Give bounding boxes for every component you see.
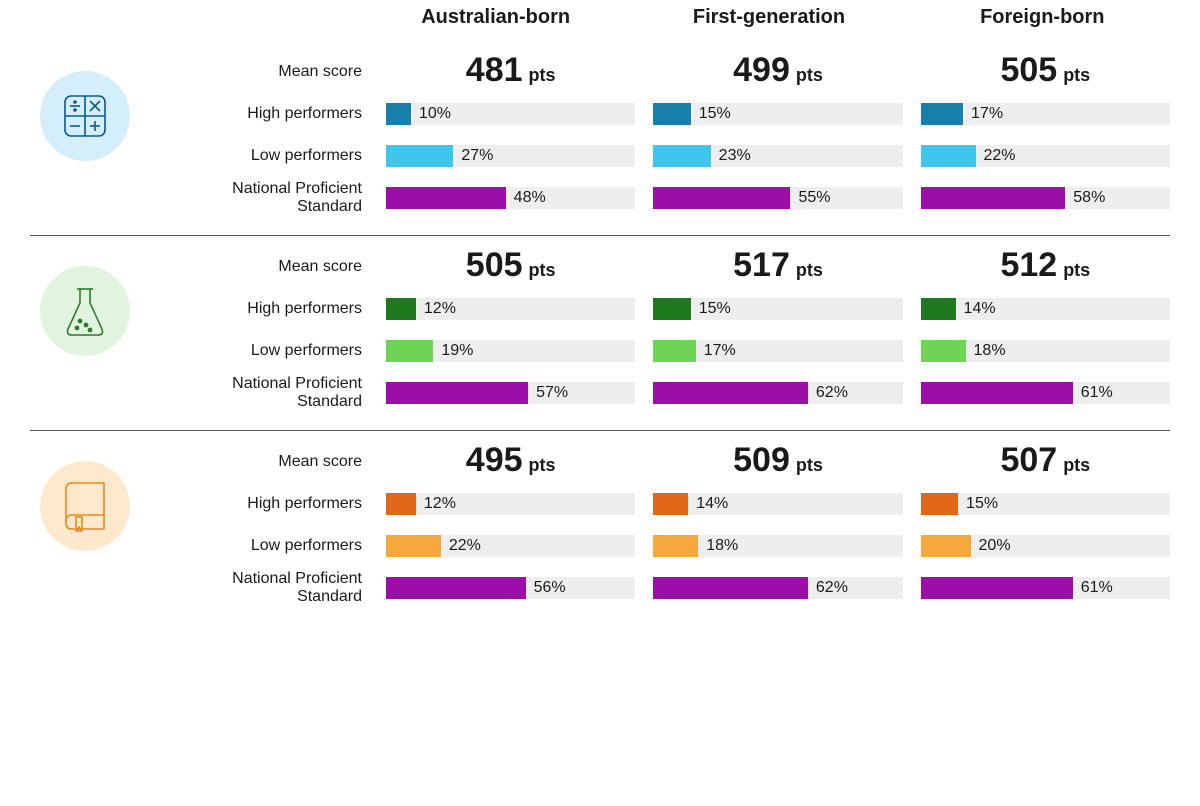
bar-reading-fgen-high: 14% (653, 493, 902, 515)
bar-reading-fbor-nps: 61% (921, 577, 1170, 599)
subject-section-maths: Mean score High performers Low performer… (30, 41, 1170, 235)
label-nps: National ProficientStandard (158, 177, 368, 219)
label-high: High performers (158, 483, 368, 525)
bar-maths-fbor-high: 17% (921, 103, 1170, 125)
subject-icon-cell-science (30, 246, 140, 356)
bar-reading-fgen-nps: 62% (653, 577, 902, 599)
mean-science-aus: 505pts (386, 246, 635, 288)
data-maths-fgen: 499pts 15% 23% 55% (653, 51, 902, 219)
data-reading-aus: 495pts 12% 22% 56% (386, 441, 635, 609)
data-science-aus: 505pts 12% 19% 57% (386, 246, 635, 414)
flask-icon (40, 266, 130, 356)
mean-maths-aus: 481pts (386, 51, 635, 93)
bar-science-aus-high: 12% (386, 298, 635, 320)
chart-wrapper: Australian-born First-generation Foreign… (0, 0, 1200, 645)
data-reading-fgen: 509pts 14% 18% 62% (653, 441, 902, 609)
bar-science-fgen-nps: 62% (653, 382, 902, 404)
subject-icon-cell-maths (30, 51, 140, 161)
label-mean: Mean score (158, 246, 368, 288)
bar-maths-fgen-nps: 55% (653, 187, 902, 209)
mean-maths-fgen: 499pts (653, 51, 902, 93)
subject-section-reading: Mean score High performers Low performer… (30, 431, 1170, 625)
column-headers: Australian-born First-generation Foreign… (30, 0, 1170, 35)
label-low: Low performers (158, 330, 368, 372)
bar-reading-fgen-low: 18% (653, 535, 902, 557)
data-science-fbor: 512pts 14% 18% 61% (921, 246, 1170, 414)
subject-icon-cell-reading (30, 441, 140, 551)
data-maths-aus: 481pts 10% 27% 48% (386, 51, 635, 219)
mean-reading-fbor: 507pts (921, 441, 1170, 483)
bar-maths-fbor-low: 22% (921, 145, 1170, 167)
col-head-fbor: Foreign-born (915, 0, 1170, 35)
bar-reading-fbor-low: 20% (921, 535, 1170, 557)
metric-labels-maths: Mean score High performers Low performer… (158, 51, 368, 219)
bar-reading-aus-high: 12% (386, 493, 635, 515)
bar-science-fbor-high: 14% (921, 298, 1170, 320)
label-mean: Mean score (158, 51, 368, 93)
label-high: High performers (158, 288, 368, 330)
data-science-fgen: 517pts 15% 17% 62% (653, 246, 902, 414)
mean-science-fbor: 512pts (921, 246, 1170, 288)
bar-maths-aus-low: 27% (386, 145, 635, 167)
bar-maths-fgen-low: 23% (653, 145, 902, 167)
data-reading-fbor: 507pts 15% 20% 61% (921, 441, 1170, 609)
mean-reading-aus: 495pts (386, 441, 635, 483)
label-low: Low performers (158, 135, 368, 177)
bar-science-fgen-low: 17% (653, 340, 902, 362)
bar-science-aus-nps: 57% (386, 382, 635, 404)
bar-reading-aus-nps: 56% (386, 577, 635, 599)
bar-science-fgen-high: 15% (653, 298, 902, 320)
mean-reading-fgen: 509pts (653, 441, 902, 483)
subject-section-science: Mean score High performers Low performer… (30, 236, 1170, 430)
bar-maths-aus-high: 10% (386, 103, 635, 125)
col-head-aus: Australian-born (368, 0, 623, 35)
bar-science-aus-low: 19% (386, 340, 635, 362)
label-mean: Mean score (158, 441, 368, 483)
metric-labels-reading: Mean score High performers Low performer… (158, 441, 368, 609)
bar-science-fbor-nps: 61% (921, 382, 1170, 404)
label-high: High performers (158, 93, 368, 135)
col-head-fgen: First-generation (641, 0, 896, 35)
mean-science-fgen: 517pts (653, 246, 902, 288)
metric-labels-science: Mean score High performers Low performer… (158, 246, 368, 414)
mean-maths-fbor: 505pts (921, 51, 1170, 93)
bar-reading-aus-low: 22% (386, 535, 635, 557)
calculator-icon (40, 71, 130, 161)
bar-maths-aus-nps: 48% (386, 187, 635, 209)
label-nps: National ProficientStandard (158, 567, 368, 609)
label-nps: National ProficientStandard (158, 372, 368, 414)
bar-maths-fgen-high: 15% (653, 103, 902, 125)
data-maths-fbor: 505pts 17% 22% 58% (921, 51, 1170, 219)
bar-reading-fbor-high: 15% (921, 493, 1170, 515)
label-low: Low performers (158, 525, 368, 567)
bar-science-fbor-low: 18% (921, 340, 1170, 362)
bar-maths-fbor-nps: 58% (921, 187, 1170, 209)
book-icon (40, 461, 130, 551)
